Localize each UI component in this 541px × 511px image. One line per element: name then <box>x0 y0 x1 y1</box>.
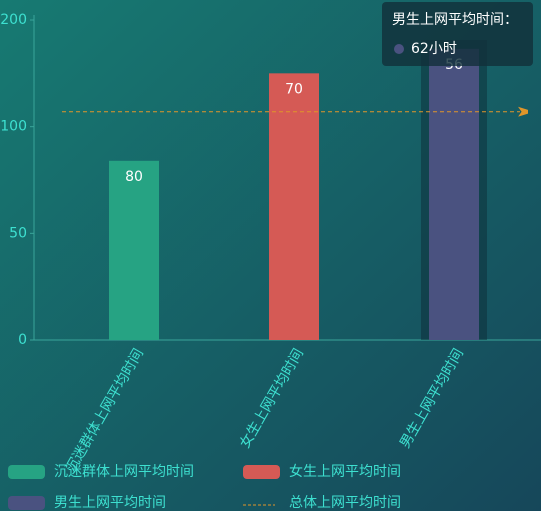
y-tick-label: 100 <box>0 119 27 135</box>
legend-item: 沉迷群体上网平均时间 <box>8 464 194 480</box>
y-tick-label: 0 <box>18 332 27 348</box>
bar <box>269 73 319 340</box>
tooltip-dot <box>394 44 404 54</box>
legend-item: 男生上网平均时间 <box>8 495 166 511</box>
tooltip-box <box>382 2 533 66</box>
legend-swatch <box>243 465 280 479</box>
legend-label: 女生上网平均时间 <box>289 463 401 480</box>
tooltip-title: 男生上网平均时间： <box>392 12 518 28</box>
bar <box>109 160 159 340</box>
legend-label: 总体上网平均时间 <box>289 495 401 511</box>
bar-label: 80 <box>125 169 143 185</box>
legend-swatch <box>8 496 45 510</box>
bar-label: 70 <box>285 81 303 97</box>
legend-swatch <box>8 465 45 479</box>
legend-item: 总体上网平均时间 <box>243 495 401 511</box>
legend-label: 沉迷群体上网平均时间 <box>54 464 194 480</box>
y-tick-label: 200 <box>0 12 27 28</box>
legend-label: 男生上网平均时间 <box>54 495 166 511</box>
tooltip-item: 62小时 <box>411 41 457 57</box>
y-tick-label: 50 <box>9 225 27 241</box>
bar <box>429 48 479 341</box>
legend-item: 女生上网平均时间 <box>243 463 401 480</box>
